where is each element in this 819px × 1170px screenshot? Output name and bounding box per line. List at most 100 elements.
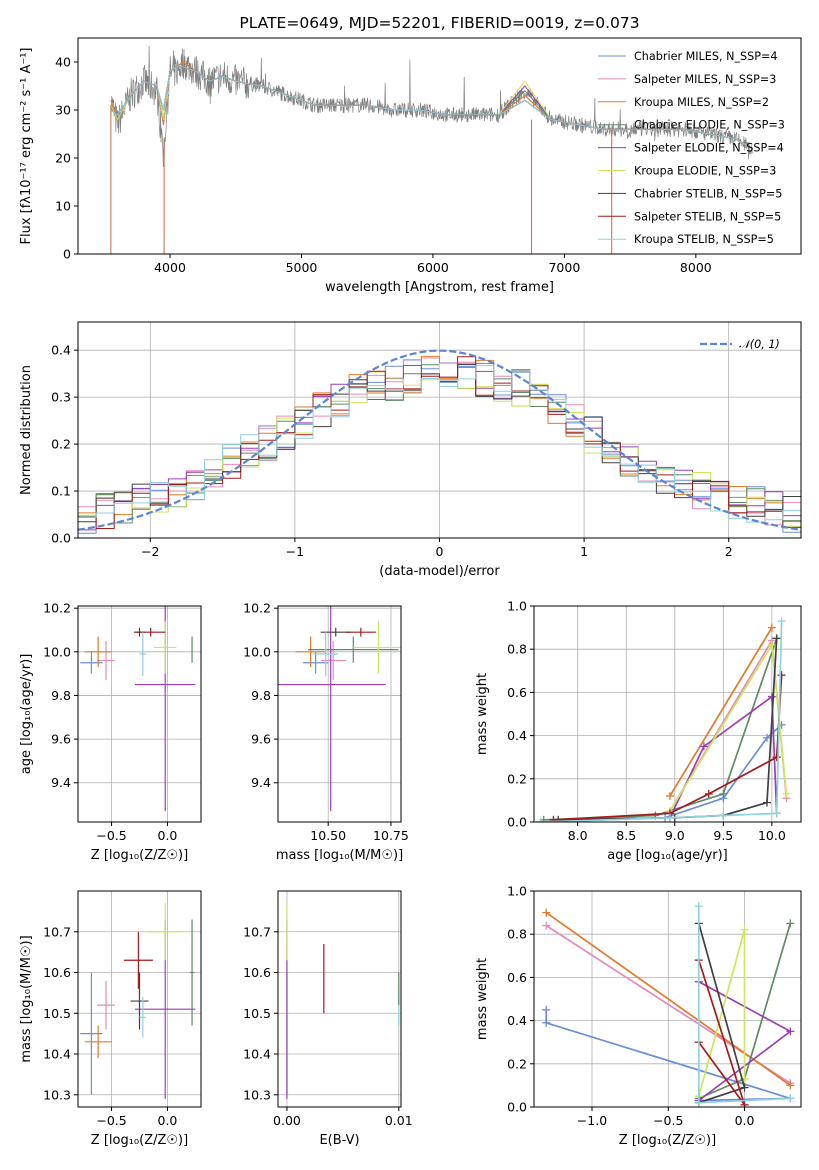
mass-weight-marker <box>740 925 749 934</box>
axes-frame <box>533 890 802 1108</box>
x-tick-label: 10.50 <box>310 828 346 843</box>
errorbar-point <box>295 636 326 668</box>
x-tick-label: 7000 <box>548 260 580 275</box>
x-tick-label: 1 <box>580 544 588 559</box>
y-tick-label: 9.6 <box>51 732 71 747</box>
x-tick: −0.5 <box>96 822 127 843</box>
mass-weight-marker <box>763 798 772 807</box>
x-tick-label: 6000 <box>417 260 449 275</box>
mass-weight-marker <box>719 811 728 820</box>
y-tick-label: 10.4 <box>243 1047 271 1062</box>
x-tick: 0.01 <box>385 1107 413 1128</box>
y-tick: 0.4 <box>51 343 78 358</box>
legend-label: 𝒩(0, 1) <box>739 338 780 351</box>
chart-title: PLATE=0649, MJD=52201, FIBERID=0019, z=0… <box>239 14 639 32</box>
mass-weight-marker <box>694 902 703 911</box>
x-tick-label: 8000 <box>680 260 712 275</box>
errorbar-point <box>135 606 196 812</box>
y-tick: 0.0 <box>51 531 78 546</box>
axes-frame <box>277 605 402 823</box>
mass-weight-marker <box>786 919 795 928</box>
y-tick: 10.6 <box>43 965 78 980</box>
errorbar-point <box>97 980 115 1030</box>
mass-weight-marker <box>763 733 772 742</box>
mass-weight-marker <box>786 1094 795 1103</box>
x-tick-label: 0.01 <box>385 1113 413 1128</box>
mass-weight-marker <box>786 1027 795 1036</box>
mass-weight-marker <box>772 753 781 762</box>
y-tick: 30 <box>55 103 78 118</box>
y-tick: 10.7 <box>243 924 278 939</box>
y-tick-label: 10.5 <box>243 1006 271 1021</box>
spectrum-axes: 4000 5000 6000 7000 8000 0 10 20 30 40 wavelength … <box>19 14 802 295</box>
y-tick-label: 30 <box>55 103 71 118</box>
y-tick-label: 10 <box>55 199 71 214</box>
x-tick: 9.5 <box>713 822 733 843</box>
legend-label: Chabrier STELIB, N_SSP=5 <box>634 187 782 200</box>
mass-weight-line <box>543 638 778 821</box>
y-tick: 40 <box>55 55 78 70</box>
mass-weight-marker <box>699 742 708 751</box>
x-tick-label: 0 <box>436 544 444 559</box>
age-vs-mass-plot-area <box>278 606 401 812</box>
x-tick: −0.5 <box>96 1107 127 1128</box>
y-tick: 10.5 <box>243 1006 278 1021</box>
legend-item: Kroupa ELODIE, N_SSP=3 <box>598 165 776 178</box>
mass-weight-marker <box>694 1098 703 1107</box>
y-tick-label: 10.5 <box>43 1006 71 1021</box>
y-tick: 10.2 <box>43 601 78 616</box>
x-axis-label: Z [log₁₀(Z/Z☉)] <box>91 1133 188 1148</box>
legend-label: Salpeter STELIB, N_SSP=5 <box>634 210 781 223</box>
mass-weight-marker <box>767 692 776 701</box>
y-tick: 20 <box>55 151 78 166</box>
y-tick: 9.4 <box>51 775 78 790</box>
age-vs-mass-axes: 10.50 10.75 9.4 9.6 9.8 10.0 10.2 mass [log₁₀(M… <box>243 601 409 863</box>
x-tick-label: 10.0 <box>758 828 786 843</box>
errorbar-point <box>308 636 399 663</box>
y-tick: 10.6 <box>243 965 278 980</box>
errorbar-point <box>139 996 147 1038</box>
y-tick-label: 0.0 <box>507 815 527 830</box>
legend-label: Kroupa ELODIE, N_SSP=3 <box>634 165 776 178</box>
mass-weight-line <box>558 638 778 821</box>
y-tick: 9.4 <box>251 775 278 790</box>
x-tick-label: 0.00 <box>273 1113 301 1128</box>
y-tick-label: 0.1 <box>51 484 71 499</box>
y-tick: 0.4 <box>507 728 534 743</box>
x-tick: 2 <box>725 538 733 559</box>
y-tick: 0.3 <box>51 390 78 405</box>
y-axis-label: mass weight <box>475 673 490 755</box>
mass-weight-line <box>540 621 783 822</box>
y-tick: 9.6 <box>51 732 78 747</box>
x-axis-label: mass [log₁₀(M/M☉)] <box>276 848 403 863</box>
legend-item: Salpeter ELODIE, N_SSP=4 <box>598 142 784 155</box>
y-tick: 0.2 <box>507 1056 534 1071</box>
mass-weight-line <box>553 675 783 821</box>
mass-weight-marker <box>542 908 551 917</box>
mass-weight-marker <box>767 623 776 632</box>
y-tick-label: 9.6 <box>251 732 271 747</box>
y-tick-label: 20 <box>55 151 71 166</box>
y-tick: 10.3 <box>43 1087 78 1102</box>
mass-weight-marker <box>536 818 545 822</box>
x-tick-label: 9.5 <box>713 828 733 843</box>
x-tick-label: −1 <box>286 544 304 559</box>
y-tick-label: 10.4 <box>43 1047 71 1062</box>
y-tick: 10.0 <box>43 644 78 659</box>
y-tick-label: 10.6 <box>43 965 71 980</box>
y-tick-label: 0.6 <box>507 970 527 985</box>
errorbar-point <box>148 903 182 961</box>
x-axis-label: age [log₁₀(age/yr)] <box>607 848 728 863</box>
y-tick-label: 10.3 <box>43 1087 71 1102</box>
y-tick-label: 0.3 <box>51 390 71 405</box>
axes-frame <box>77 321 802 539</box>
y-tick: 10.4 <box>43 1047 78 1062</box>
x-tick: 0.0 <box>158 822 177 843</box>
legend-item: Chabrier STELIB, N_SSP=5 <box>598 187 782 200</box>
mass-weight-marker <box>740 1083 749 1092</box>
y-tick: 10.2 <box>243 601 278 616</box>
y-tick: 0.8 <box>507 642 534 657</box>
spectrum-plot-area <box>110 46 753 254</box>
x-tick: 5000 <box>286 254 317 275</box>
